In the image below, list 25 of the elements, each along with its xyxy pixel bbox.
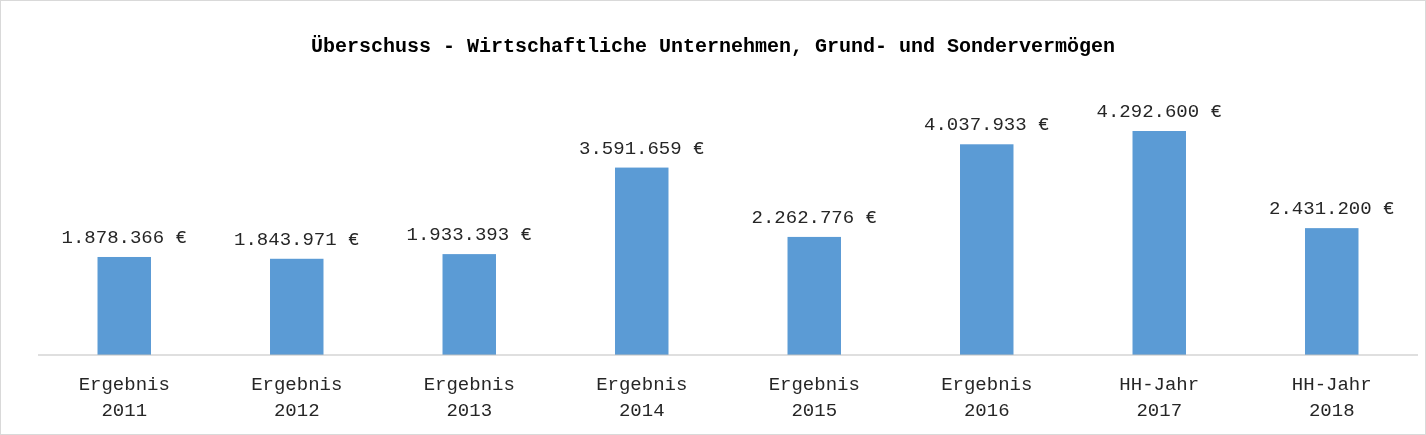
bar: [97, 256, 151, 355]
x-tick-label: Ergebnis 2013: [423, 374, 515, 422]
x-tick-label: HH-Jahr 2017: [1119, 374, 1200, 422]
data-label: 1.878.366 €: [61, 226, 187, 249]
chart-title: Überschuss - Wirtschaftliche Unternehmen, Grund- und Sondervermögen: [310, 35, 1116, 58]
x-tick-label: Ergebnis 2011: [78, 374, 170, 422]
bar: [960, 144, 1014, 355]
data-label: 3.591.659 €: [579, 137, 705, 160]
x-tick-label: Ergebnis 2016: [941, 374, 1033, 422]
data-label: 2.431.200 €: [1269, 198, 1395, 221]
bar: [270, 258, 324, 355]
data-label: 4.037.933 €: [924, 114, 1050, 137]
bar: [442, 254, 496, 355]
bar: [1132, 131, 1186, 355]
data-label: 2.262.776 €: [751, 206, 877, 229]
x-tick-label: Ergebnis 2015: [768, 374, 860, 422]
x-tick-label: HH-Jahr 2018: [1291, 374, 1372, 422]
data-label: 1.933.393 €: [406, 224, 532, 247]
x-tick-label: Ergebnis 2014: [596, 374, 688, 422]
data-label: 4.292.600 €: [1096, 101, 1222, 123]
x-tick-label: Ergebnis 2012: [251, 374, 343, 422]
bar: [787, 236, 841, 355]
bar: [615, 167, 669, 355]
data-label: 1.843.971 €: [234, 228, 360, 251]
bar: [1305, 228, 1359, 355]
